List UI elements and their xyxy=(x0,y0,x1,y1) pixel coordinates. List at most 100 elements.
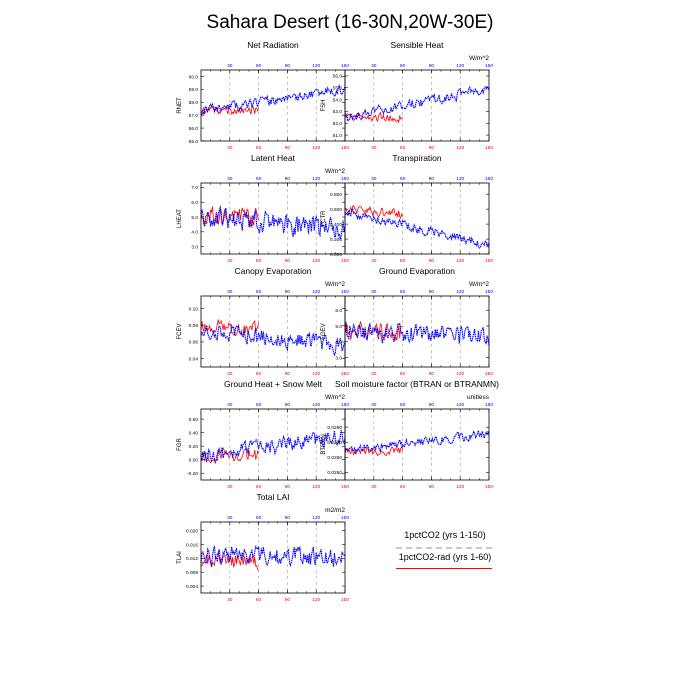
chart-btran-xtick-label-bottom: 90 xyxy=(429,484,435,490)
chart-fgr-xtick-label-top: 30 xyxy=(227,402,233,408)
chart-fctr-ylabel: FCTR xyxy=(321,210,327,227)
chart-lheat-xtick-label-bottom: 90 xyxy=(285,258,291,264)
chart-fgr-ytick-label: 0.20 xyxy=(189,444,199,450)
chart-tlai-xtick-label-top: 90 xyxy=(285,515,291,521)
chart-tlai-xtick-label-bottom: 30 xyxy=(227,597,233,603)
chart-fcev-xtick-label-bottom: 90 xyxy=(285,371,291,377)
chart-fgev-xtick-label-bottom: 120 xyxy=(456,371,464,377)
chart-fsh-title: Sensible Heat xyxy=(391,40,445,50)
chart-tlai-ytick-label: 0.012 xyxy=(186,556,198,562)
legend-label-1pctco2: 1pctCO2 (yrs 1-150) xyxy=(404,530,486,540)
chart-fcev-ytick-label: 0.10 xyxy=(189,306,199,312)
chart-fcev-xtick-label-top: 60 xyxy=(256,289,262,295)
chart-fgr-units: W/m^2 xyxy=(325,394,345,401)
chart-rnet-xtick-label-bottom: 60 xyxy=(256,145,262,151)
chart-fgr-ylabel: FGR xyxy=(177,438,183,451)
chart-rnet-ylabel: RNET xyxy=(177,97,183,114)
chart-fcev-xtick-label-bottom: 150 xyxy=(341,371,349,377)
chart-fcev-xtick-label-bottom: 60 xyxy=(256,371,262,377)
chart-rnet-title: Net Radiation xyxy=(247,40,299,50)
chart-tlai-title: Total LAI xyxy=(256,492,289,502)
chart-fgr-xtick-label-bottom: 150 xyxy=(341,484,349,490)
chart-tlai-xtick-label-top: 150 xyxy=(341,515,349,521)
chart-lheat-units: W/m^2 xyxy=(325,168,345,175)
chart-lheat-ytick-label: 3.0 xyxy=(191,244,198,250)
chart-rnet-ytick-label: 58.0 xyxy=(189,100,199,106)
chart-btran-ytick-label: 0.0270 xyxy=(327,440,342,446)
chart-tlai-xtick-label-top: 120 xyxy=(312,515,320,521)
chart-fcev-xtick-label-top: 30 xyxy=(227,289,233,295)
chart-fgev: Ground Evaporation W/m^2 FGEV 3.0 4.0 5.0 6.0 3… xyxy=(321,266,493,377)
chart-tlai-ytick-label: 0.004 xyxy=(186,584,198,590)
chart-fctr-ytick-label: 0.000 xyxy=(330,252,342,258)
chart-btran-xtick-label-top: 150 xyxy=(485,402,493,408)
chart-lheat-ylabel: LHEAT xyxy=(177,209,183,228)
chart-fgev-title: Ground Evaporation xyxy=(379,266,455,276)
chart-tlai-ytick-label: 0.008 xyxy=(186,570,198,576)
chart-fgr-series-1pctco2 xyxy=(200,430,346,463)
chart-fsh-ytick-label: 56.0 xyxy=(333,74,343,80)
chart-lheat-ytick-label: 7.0 xyxy=(191,185,198,191)
chart-fsh-xtick-label-top: 120 xyxy=(456,63,464,69)
chart-tlai-xtick-label-bottom: 60 xyxy=(256,597,262,603)
chart-btran-xtick-label-bottom: 60 xyxy=(400,484,406,490)
legend-line-1pctco2-rad xyxy=(396,568,492,569)
chart-lheat-series-1pctco2 xyxy=(200,204,346,241)
chart-btran-ytick-label: 0.0250 xyxy=(327,470,342,476)
chart-rnet-ytick-label: 59.0 xyxy=(189,87,199,93)
chart-tlai-ylabel: TLAI xyxy=(177,551,183,564)
chart-tlai-xtick-label-bottom: 150 xyxy=(341,597,349,603)
chart-btran-xtick-label-top: 120 xyxy=(456,402,464,408)
chart-tlai-ytick-label: 0.016 xyxy=(186,542,198,548)
chart-btran-xtick-label-bottom: 30 xyxy=(371,484,377,490)
chart-fgev-xtick-label-top: 90 xyxy=(429,289,435,295)
chart-lheat-xtick-label-bottom: 60 xyxy=(256,258,262,264)
chart-lheat-xtick-label-bottom: 120 xyxy=(312,258,320,264)
chart-btran-frame xyxy=(344,408,490,481)
chart-lheat-ytick-label: 6.0 xyxy=(191,200,198,206)
chart-fcev: Canopy Evaporation W/m^2 FCEV 0.04 0.06 0.08 0… xyxy=(177,266,349,377)
chart-fctr-xtick-label-top: 30 xyxy=(371,176,377,182)
chart-fcev-xtick-label-top: 90 xyxy=(285,289,291,295)
chart-tlai-xtick-label-bottom: 90 xyxy=(285,597,291,603)
chart-btran-xtick-label-top: 60 xyxy=(400,402,406,408)
chart-lheat-xtick-label-bottom: 150 xyxy=(341,258,349,264)
chart-fgev-ytick-label: 5.0 xyxy=(335,324,342,330)
chart-fgev-series-1pctco2 xyxy=(344,320,490,346)
chart-lheat-xtick-label-top: 60 xyxy=(256,176,262,182)
chart-tlai-series-1pctco2 xyxy=(200,545,346,568)
chart-fgr-xtick-label-bottom: 60 xyxy=(256,484,262,490)
chart-fcev-units: W/m^2 xyxy=(325,281,345,288)
chart-rnet-xtick-label-top: 60 xyxy=(256,63,262,69)
chart-rnet-xtick-label-top: 120 xyxy=(312,63,320,69)
chart-fgev-xtick-label-bottom: 60 xyxy=(400,371,406,377)
chart-fctr-frame xyxy=(344,182,490,255)
chart-rnet: Net Radiation RNET 55.0 56.0 57.0 58.0 59.0 60.… xyxy=(177,40,349,151)
chart-btran-title: Soil moisture factor (BTRAN or BTRANMN) xyxy=(335,379,499,389)
chart-rnet-xtick-label-bottom: 150 xyxy=(341,145,349,151)
chart-fgr-xtick-label-top: 120 xyxy=(312,402,320,408)
chart-fgr-ytick-label: -0.20 xyxy=(187,471,198,477)
chart-fgr-series-1pctco2-rad xyxy=(200,447,259,464)
chart-rnet-xtick-label-top: 90 xyxy=(285,63,291,69)
chart-rnet-xtick-label-top: 30 xyxy=(227,63,233,69)
chart-fgev-ytick-label: 4.0 xyxy=(335,340,342,346)
chart-fctr-ytick-label: 0.200 xyxy=(330,237,342,243)
chart-fsh-xtick-label-top: 90 xyxy=(429,63,435,69)
chart-fsh-ytick-label: 52.0 xyxy=(333,121,343,127)
chart-tlai: Total LAI m2/m2 TLAI 0.004 0.008 0.012 0.016 0.… xyxy=(177,492,349,603)
chart-fctr-xtick-label-bottom: 120 xyxy=(456,258,464,264)
chart-fsh-series-1pctco2-rad xyxy=(344,111,403,124)
chart-fcev-ytick-label: 0.04 xyxy=(189,356,199,362)
chart-fsh-xtick-label-bottom: 120 xyxy=(456,145,464,151)
chart-fgev-xtick-label-top: 150 xyxy=(485,289,493,295)
chart-fcev-ytick-label: 0.06 xyxy=(189,340,199,346)
chart-fsh-units: W/m^2 xyxy=(469,55,489,62)
chart-fsh-series-1pctco2 xyxy=(344,85,490,123)
chart-fctr-xtick-label-bottom: 60 xyxy=(400,258,406,264)
chart-fcev-series-1pctco2-rad xyxy=(200,319,259,337)
chart-fctr-xtick-label-bottom: 90 xyxy=(429,258,435,264)
chart-fcev-xtick-label-bottom: 120 xyxy=(312,371,320,377)
chart-btran-series-1pctco2-rad xyxy=(344,445,403,457)
